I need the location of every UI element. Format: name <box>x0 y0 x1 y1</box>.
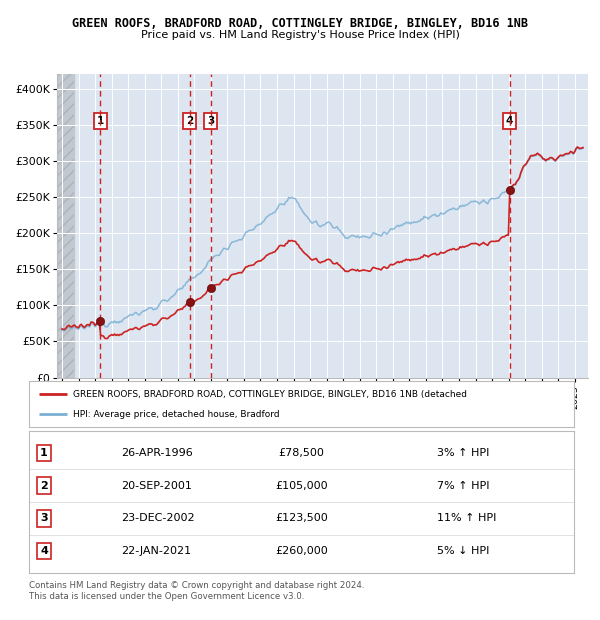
Text: 4: 4 <box>40 546 48 556</box>
Text: 7% ↑ HPI: 7% ↑ HPI <box>437 480 490 490</box>
Text: 3% ↑ HPI: 3% ↑ HPI <box>437 448 490 458</box>
Text: 1: 1 <box>40 448 48 458</box>
Text: 3: 3 <box>40 513 48 523</box>
Text: 2: 2 <box>40 480 48 490</box>
Text: 2: 2 <box>186 117 193 126</box>
Text: 5% ↓ HPI: 5% ↓ HPI <box>437 546 490 556</box>
Text: 11% ↑ HPI: 11% ↑ HPI <box>437 513 497 523</box>
Text: Price paid vs. HM Land Registry's House Price Index (HPI): Price paid vs. HM Land Registry's House … <box>140 30 460 40</box>
Text: 4: 4 <box>506 117 513 126</box>
Bar <box>57 74 74 378</box>
Text: 22-JAN-2021: 22-JAN-2021 <box>121 546 191 556</box>
Text: £78,500: £78,500 <box>278 448 324 458</box>
Bar <box>57 74 74 378</box>
Text: 26-APR-1996: 26-APR-1996 <box>121 448 193 458</box>
Text: £260,000: £260,000 <box>275 546 328 556</box>
Text: GREEN ROOFS, BRADFORD ROAD, COTTINGLEY BRIDGE, BINGLEY, BD16 1NB (detached: GREEN ROOFS, BRADFORD ROAD, COTTINGLEY B… <box>73 389 467 399</box>
Text: This data is licensed under the Open Government Licence v3.0.: This data is licensed under the Open Gov… <box>29 592 304 601</box>
Text: GREEN ROOFS, BRADFORD ROAD, COTTINGLEY BRIDGE, BINGLEY, BD16 1NB: GREEN ROOFS, BRADFORD ROAD, COTTINGLEY B… <box>72 17 528 30</box>
Text: 3: 3 <box>207 117 214 126</box>
Text: 20-SEP-2001: 20-SEP-2001 <box>121 480 192 490</box>
Text: £105,000: £105,000 <box>275 480 328 490</box>
Text: £123,500: £123,500 <box>275 513 328 523</box>
Text: 23-DEC-2002: 23-DEC-2002 <box>121 513 195 523</box>
Text: HPI: Average price, detached house, Bradford: HPI: Average price, detached house, Brad… <box>73 410 280 419</box>
Text: Contains HM Land Registry data © Crown copyright and database right 2024.: Contains HM Land Registry data © Crown c… <box>29 581 364 590</box>
Text: 1: 1 <box>97 117 104 126</box>
